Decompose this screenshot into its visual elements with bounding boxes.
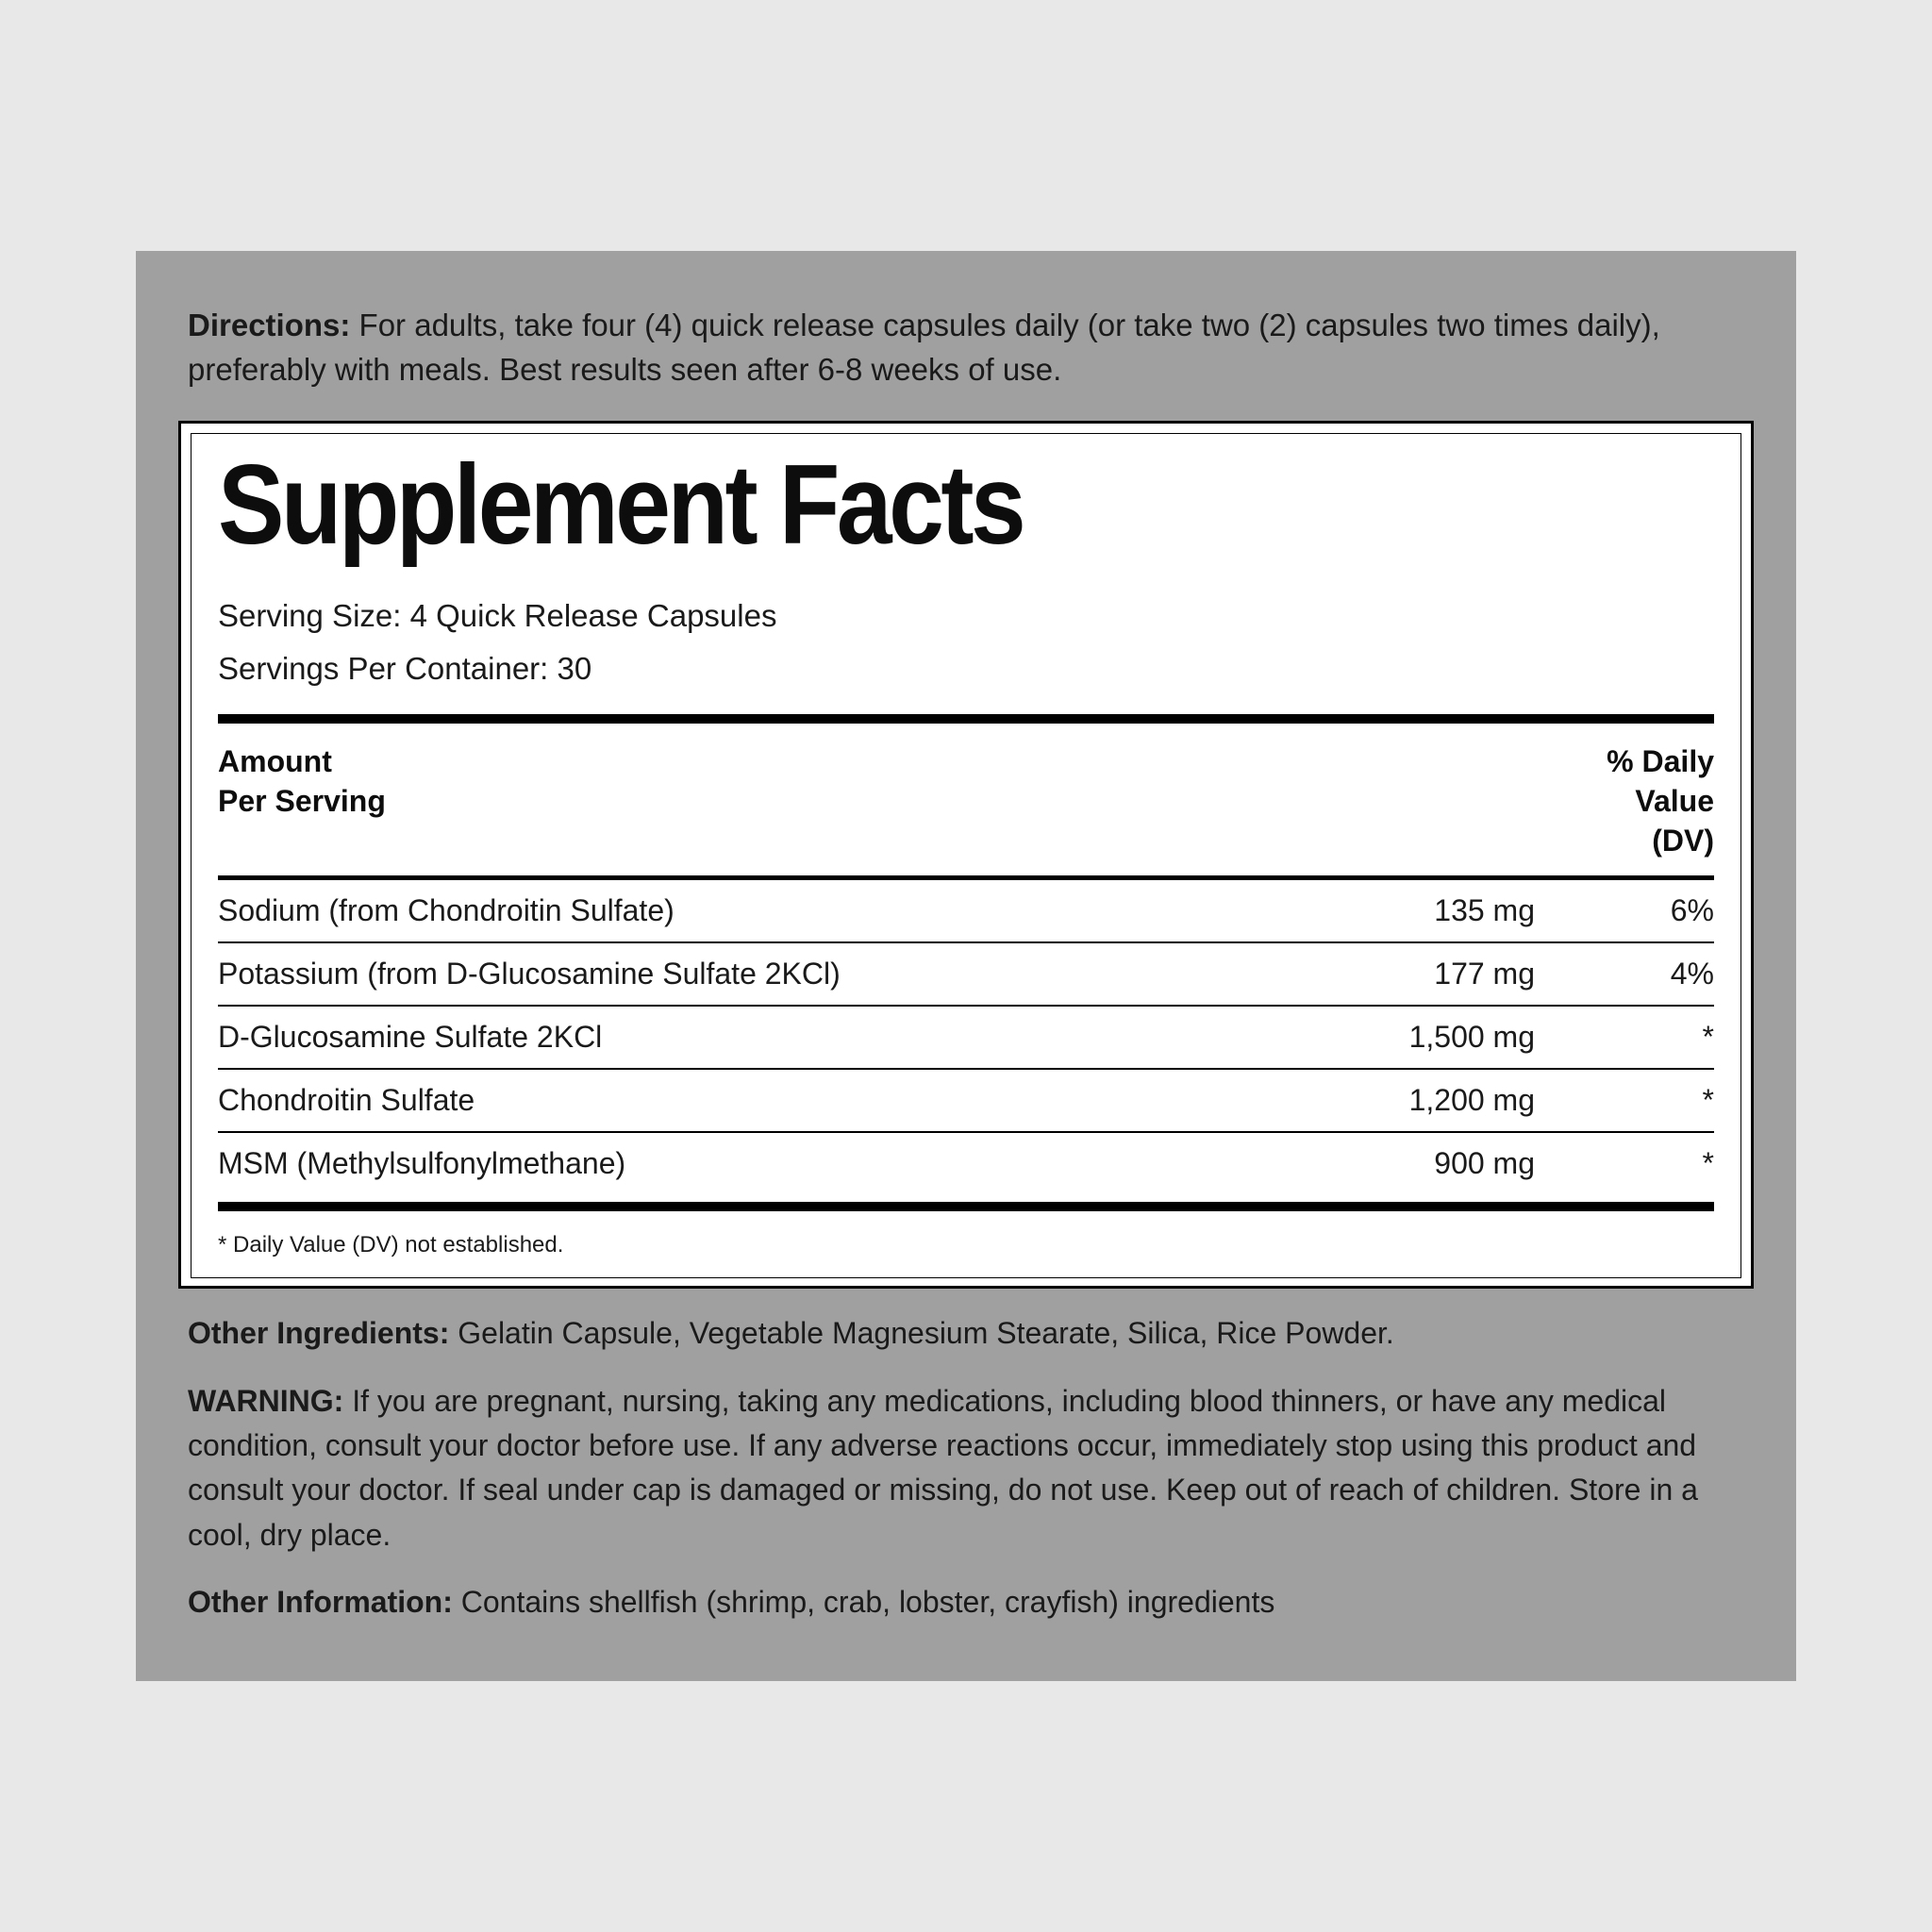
row-amount: 177 mg <box>1290 957 1535 991</box>
servings-per-line: Servings Per Container: 30 <box>218 642 1714 695</box>
header-dv-l1: % Daily <box>1607 744 1714 778</box>
row-amount: 900 mg <box>1290 1146 1535 1181</box>
row-name: Sodium (from Chondroitin Sulfate) <box>218 893 1290 928</box>
other-info-text: Contains shellfish (shrimp, crab, lobste… <box>453 1585 1274 1619</box>
row-dv: * <box>1535 1020 1714 1055</box>
table-row: MSM (Methylsulfonylmethane)900 mg* <box>218 1133 1714 1194</box>
below-text: Other Ingredients: Gelatin Capsule, Vege… <box>178 1311 1754 1624</box>
table-row: Chondroitin Sulfate1,200 mg* <box>218 1070 1714 1131</box>
row-name: MSM (Methylsulfonylmethane) <box>218 1146 1290 1181</box>
header-amount-spacer <box>1290 742 1535 860</box>
warning-label: WARNING: <box>188 1384 343 1418</box>
warning-text: If you are pregnant, nursing, taking any… <box>188 1384 1698 1552</box>
header-amount-l1: Amount <box>218 744 332 778</box>
header-dv-l3: (DV) <box>1652 824 1714 858</box>
bottom-thick-rule <box>218 1202 1714 1211</box>
facts-panel: Supplement Facts Serving Size: 4 Quick R… <box>178 421 1754 1289</box>
row-name: D-Glucosamine Sulfate 2KCl <box>218 1020 1290 1055</box>
warning-paragraph: WARNING: If you are pregnant, nursing, t… <box>188 1379 1744 1557</box>
table-rows: Sodium (from Chondroitin Sulfate)135 mg6… <box>218 880 1714 1194</box>
servings-per-value: 30 <box>558 651 592 686</box>
row-amount: 1,500 mg <box>1290 1020 1535 1055</box>
label-container: Directions: For adults, take four (4) qu… <box>136 251 1796 1682</box>
other-ingredients-label: Other Ingredients: <box>188 1316 449 1350</box>
serving-size-value: 4 Quick Release Capsules <box>410 598 777 633</box>
serving-info: Serving Size: 4 Quick Release Capsules S… <box>218 590 1714 695</box>
servings-per-label: Servings Per Container: <box>218 651 558 686</box>
other-ingredients-text: Gelatin Capsule, Vegetable Magnesium Ste… <box>449 1316 1393 1350</box>
table-row: Potassium (from D-Glucosamine Sulfate 2K… <box>218 943 1714 1005</box>
directions-paragraph: Directions: For adults, take four (4) qu… <box>178 303 1754 393</box>
serving-size-label: Serving Size: <box>218 598 410 633</box>
header-dv: % Daily Value (DV) <box>1535 742 1714 860</box>
row-dv: 6% <box>1535 893 1714 928</box>
table-header-row: Amount Per Serving % Daily Value (DV) <box>218 731 1714 872</box>
row-amount: 135 mg <box>1290 893 1535 928</box>
serving-size-line: Serving Size: 4 Quick Release Capsules <box>218 590 1714 642</box>
table-row: D-Glucosamine Sulfate 2KCl1,500 mg* <box>218 1007 1714 1068</box>
row-dv: 4% <box>1535 957 1714 991</box>
row-amount: 1,200 mg <box>1290 1083 1535 1118</box>
top-thick-rule <box>218 714 1714 724</box>
directions-text: For adults, take four (4) quick release … <box>188 308 1660 388</box>
other-info-paragraph: Other Information: Contains shellfish (s… <box>188 1580 1744 1624</box>
directions-label: Directions: <box>188 308 350 342</box>
header-amount-l2: Per Serving <box>218 784 386 818</box>
header-dv-l2: Value <box>1635 784 1714 818</box>
row-name: Potassium (from D-Glucosamine Sulfate 2K… <box>218 957 1290 991</box>
facts-title: Supplement Facts <box>218 448 1535 561</box>
header-amount: Amount Per Serving <box>218 742 1290 860</box>
other-ingredients-paragraph: Other Ingredients: Gelatin Capsule, Vege… <box>188 1311 1744 1356</box>
row-dv: * <box>1535 1146 1714 1181</box>
facts-panel-inner: Supplement Facts Serving Size: 4 Quick R… <box>191 433 1741 1278</box>
row-name: Chondroitin Sulfate <box>218 1083 1290 1118</box>
other-info-label: Other Information: <box>188 1585 453 1619</box>
footnote: * Daily Value (DV) not established. <box>218 1219 1714 1268</box>
row-dv: * <box>1535 1083 1714 1118</box>
table-row: Sodium (from Chondroitin Sulfate)135 mg6… <box>218 880 1714 941</box>
